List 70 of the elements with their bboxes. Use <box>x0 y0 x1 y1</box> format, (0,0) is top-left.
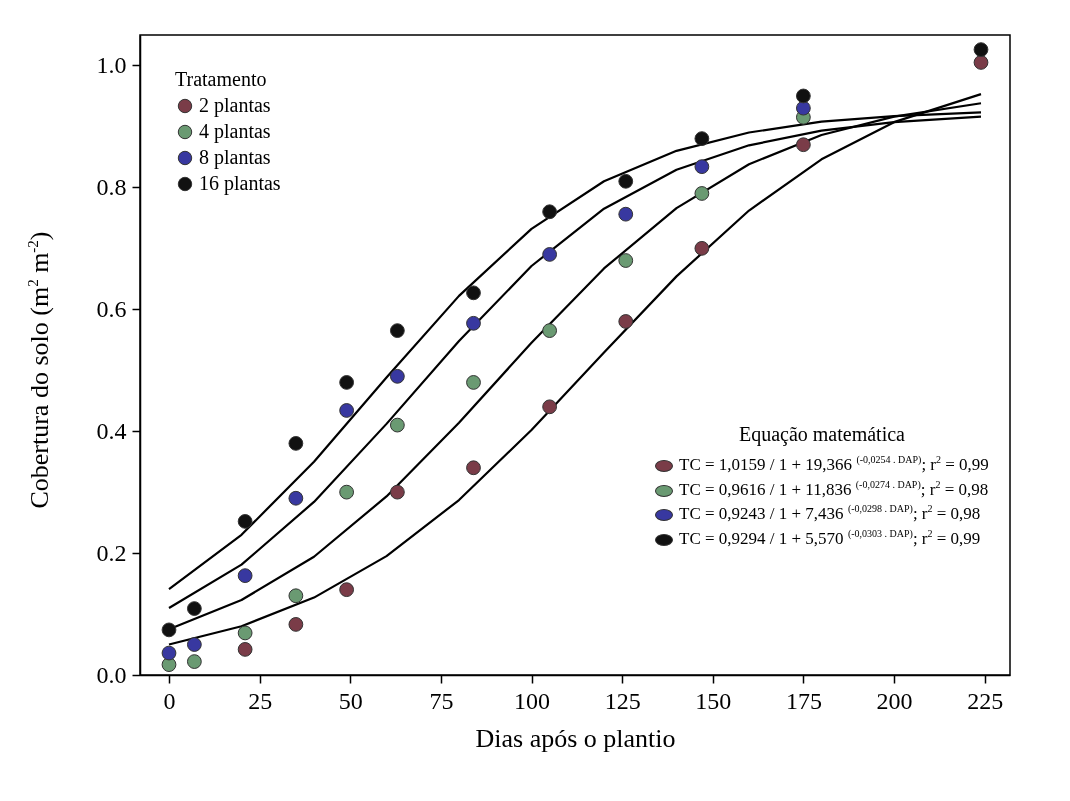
point <box>339 484 355 500</box>
point <box>795 137 811 153</box>
point <box>466 315 481 331</box>
point <box>237 625 253 641</box>
annotation: TC = 0,9243 / 1 + 7,436 $^{(-0,0298 . DAP)}$; r$^{2}$ = 0,98 <box>679 503 981 524</box>
y-tick-label: 0.8 <box>96 173 127 200</box>
point <box>339 582 355 598</box>
point <box>694 159 710 175</box>
x-tick-label: 100 <box>514 687 550 714</box>
x-tick-label: 225 <box>967 687 1004 714</box>
point <box>288 588 304 604</box>
point <box>618 173 634 189</box>
legend-label: 4 plantas <box>199 120 271 143</box>
x-tick-label: 50 <box>338 687 363 714</box>
x-axis-title: Dias após o plantio <box>475 723 676 753</box>
x-tick-label: 175 <box>785 687 822 714</box>
legend-label: 8 plantas <box>199 146 271 169</box>
point <box>466 375 481 390</box>
point <box>186 637 202 652</box>
point <box>237 642 253 657</box>
point <box>542 399 558 415</box>
point <box>389 417 405 433</box>
point <box>161 645 177 661</box>
point <box>618 314 634 329</box>
annotation: TC = 1,0159 / 1 + 19,366 $^{(-0,0254 . DAP)}$; r$^{2}$ = 0,99 <box>679 454 989 474</box>
point <box>339 375 355 390</box>
point <box>389 368 405 384</box>
point <box>694 186 710 201</box>
point <box>466 285 481 301</box>
x-tick-label: 200 <box>876 687 913 714</box>
annotation: TC = 0,9616 / 1 + 11,836 $^{(-0,0274 . DAP)}$; r$^{2}$ = 0,98 <box>679 478 989 499</box>
point <box>795 88 811 104</box>
point <box>161 657 177 673</box>
y-tick-label: 0.2 <box>96 539 127 566</box>
point <box>618 253 634 268</box>
legend-title: Tratamento <box>175 68 267 90</box>
y-tick-label: 0.6 <box>96 295 127 322</box>
point <box>339 403 355 418</box>
y-tick-label: 1.0 <box>96 51 127 78</box>
point <box>288 490 304 506</box>
point <box>161 622 177 638</box>
point <box>186 601 202 616</box>
point <box>288 617 304 632</box>
point <box>973 55 989 70</box>
y-tick-label: 0.4 <box>96 417 127 444</box>
point <box>694 240 710 256</box>
annotation: Equação matemática <box>737 422 906 448</box>
point <box>542 323 558 338</box>
point <box>237 514 253 529</box>
legend-label: 16 plantas <box>199 172 281 195</box>
y-tick-label: 0.0 <box>96 661 127 688</box>
point <box>389 323 405 338</box>
x-tick-label: 25 <box>248 687 273 714</box>
x-tick-label: 150 <box>695 687 732 714</box>
point <box>466 460 481 476</box>
point <box>542 204 558 220</box>
point <box>389 484 405 500</box>
x-tick-label: 75 <box>429 687 454 714</box>
point <box>694 131 710 146</box>
point <box>288 436 304 451</box>
annotation: TC = 0,9294 / 1 + 5,570 $^{(-0,0303 . DAP)}$; r$^{2}$ = 0,99 <box>679 528 981 548</box>
x-tick-label: 125 <box>604 687 641 714</box>
legend-label: 2 plantas <box>199 94 271 117</box>
point <box>542 247 558 262</box>
point <box>618 206 634 222</box>
point <box>186 654 202 669</box>
point <box>795 100 811 116</box>
x-tick-label: 0 <box>163 687 176 714</box>
point <box>237 568 253 584</box>
point <box>973 42 989 58</box>
